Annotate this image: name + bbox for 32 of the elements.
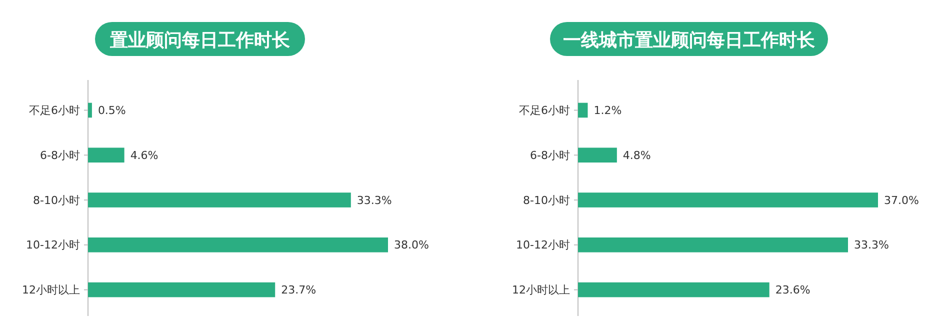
- bar: [578, 237, 848, 252]
- y-tick-label: 不足6小时: [29, 104, 80, 118]
- bar: [88, 102, 92, 118]
- data-label: 37.0%: [884, 194, 919, 207]
- bar: [88, 282, 276, 298]
- bar: [88, 192, 351, 208]
- bar: [578, 282, 770, 298]
- y-tick-label: 6-8小时: [530, 148, 570, 162]
- data-label: 0.5%: [98, 104, 126, 118]
- data-label: 23.6%: [775, 284, 810, 297]
- y-tick-label: 12小时以上: [512, 284, 570, 297]
- y-tick-label: 10-12小时: [26, 238, 80, 252]
- chart-title: 一线城市置业顾问每日工作时长: [563, 30, 816, 51]
- bar: [578, 148, 617, 163]
- y-tick-label: 8-10小时: [523, 194, 570, 207]
- data-label: 33.3%: [356, 194, 392, 207]
- chart-title: 置业顾问每日工作时长: [109, 30, 291, 51]
- bar: [88, 237, 388, 252]
- y-tick-label: 12小时以上: [22, 284, 80, 297]
- y-tick-label: 不足6小时: [519, 104, 570, 118]
- data-label: 38.0%: [394, 238, 429, 252]
- data-label: 4.6%: [130, 148, 158, 162]
- data-label: 33.3%: [854, 238, 889, 252]
- data-label: 23.7%: [281, 284, 316, 297]
- bar: [578, 102, 588, 118]
- bar: [578, 192, 878, 208]
- y-tick-label: 8-10小时: [33, 194, 80, 207]
- y-tick-label: 6-8小时: [40, 148, 80, 162]
- bar: [88, 148, 124, 163]
- data-label: 1.2%: [594, 104, 622, 118]
- data-label: 4.8%: [622, 148, 651, 162]
- y-tick-label: 10-12小时: [516, 238, 570, 252]
